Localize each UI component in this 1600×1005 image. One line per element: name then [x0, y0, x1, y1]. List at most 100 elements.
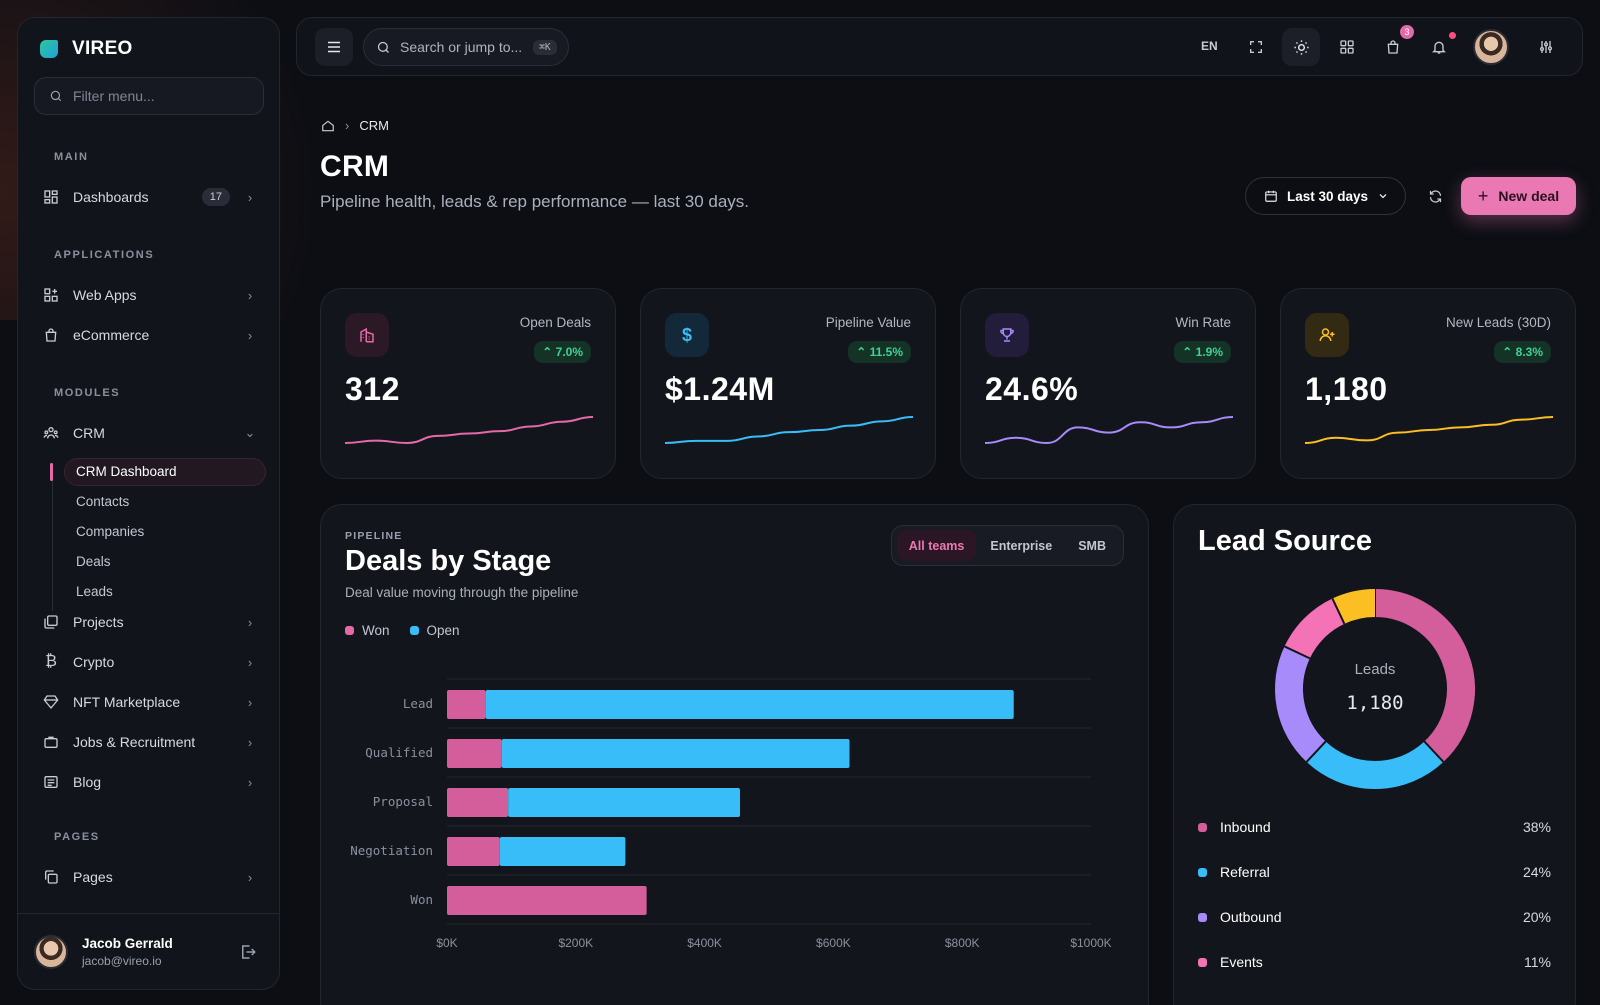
donut-slice-referral[interactable]	[1306, 741, 1444, 789]
sidebar-subitem-companies[interactable]: Companies	[76, 524, 145, 539]
lead-source-name: Events	[1220, 954, 1263, 970]
breadcrumb: › CRM	[321, 118, 389, 133]
language-selector[interactable]: EN	[1201, 39, 1218, 53]
deals-bar-chart: Lead Qualified Proposal Negotiation Won $0K $2…	[350, 678, 1111, 950]
bar-won[interactable]	[447, 837, 500, 866]
tab-all-teams[interactable]: All teams	[896, 530, 977, 561]
kpi-value: 1,180	[1305, 371, 1388, 407]
global-search-input[interactable]: Search or jump to... ⌘K	[363, 28, 569, 66]
logout-icon[interactable]	[239, 943, 257, 966]
user-avatar[interactable]	[1473, 29, 1509, 65]
kpi-value: $1.24M	[665, 371, 775, 407]
kpi-card-open-deals[interactable]: Open Deals ⌃ 7.0% 312	[320, 288, 616, 479]
sidebar-item-projects[interactable]: Projects ›	[42, 605, 256, 639]
kpi-label: Win Rate	[1175, 315, 1231, 330]
donut-center-value: 1,180	[1346, 692, 1404, 714]
home-icon[interactable]	[321, 119, 335, 133]
date-range-select[interactable]: Last 30 days	[1245, 177, 1406, 215]
tab-smb[interactable]: SMB	[1078, 538, 1106, 553]
x-tick-label: $800K	[945, 936, 980, 950]
sidebar-item-dashboards[interactable]: Dashboards 17 ›	[42, 180, 256, 214]
bar-open[interactable]	[499, 837, 626, 866]
kpi-value: 24.6%	[985, 371, 1079, 407]
new-deal-button[interactable]: + New deal	[1461, 177, 1576, 215]
sidebar-subitem-contacts[interactable]: Contacts	[76, 494, 130, 509]
lead-source-row-inbound[interactable]: Inbound 38%	[1198, 819, 1551, 835]
page-subtitle: Pipeline health, leads & rep performance…	[320, 192, 750, 211]
briefcase-icon	[42, 733, 60, 751]
sparkline-path	[345, 416, 593, 445]
bar-won[interactable]	[447, 739, 502, 768]
tab-enterprise[interactable]: Enterprise	[990, 538, 1053, 553]
user-profile[interactable]: Jacob Gerrald jacob@vireo.io	[18, 913, 279, 989]
sidebar: VIREO Filter menu... MAIN Dashboards 17 …	[17, 17, 280, 990]
sidebar-item-label: Crypto	[73, 654, 115, 670]
apps-button[interactable]	[1328, 28, 1366, 66]
bar-won[interactable]	[447, 886, 647, 915]
bell-icon	[1432, 41, 1446, 54]
lead-source-name: Inbound	[1220, 819, 1271, 835]
sidebar-subitem-deals[interactable]: Deals	[76, 554, 111, 569]
slice-divider	[1284, 645, 1311, 660]
lead-source-pct: 11%	[1524, 954, 1551, 970]
x-tick-label: $0K	[436, 936, 457, 950]
sparkline-open-deals	[345, 416, 593, 445]
donut-slice-inbound[interactable]	[1374, 589, 1475, 762]
legend-item-open[interactable]: Open	[409, 623, 460, 638]
chevron-right-icon: ›	[247, 327, 253, 343]
notifications-button[interactable]	[1420, 28, 1458, 66]
vireo-logo-icon	[40, 40, 58, 58]
users-icon	[42, 424, 60, 442]
sidebar-item-nft[interactable]: NFT Marketplace ›	[42, 685, 256, 719]
sidebar-item-crypto[interactable]: ₿ Crypto ›	[42, 645, 256, 679]
donut-slice-outbound[interactable]	[1275, 646, 1327, 762]
plus-icon: +	[1477, 185, 1489, 206]
sidebar-item-ecommerce[interactable]: eCommerce ›	[42, 318, 256, 352]
fullscreen-button[interactable]	[1237, 28, 1275, 66]
lead-source-row-outbound[interactable]: Outbound 20%	[1198, 909, 1551, 925]
cart-button[interactable]: 3	[1374, 25, 1414, 66]
sidebar-item-label: NFT Marketplace	[73, 694, 181, 710]
bar-open[interactable]	[501, 739, 850, 768]
bar-open[interactable]	[485, 690, 1014, 719]
kpi-delta: 1.9%	[1195, 345, 1223, 359]
bar-won[interactable]	[447, 690, 486, 719]
refresh-icon	[1429, 189, 1441, 203]
menu-toggle-button[interactable]	[315, 28, 353, 66]
bar-open[interactable]	[508, 788, 741, 817]
apps-grid-icon	[1340, 40, 1354, 54]
filter-menu-input[interactable]: Filter menu...	[34, 77, 264, 115]
donut-slice-other[interactable]	[1332, 589, 1376, 625]
chevron-right-icon: ›	[247, 734, 253, 750]
bar-won[interactable]	[447, 788, 509, 817]
bitcoin-icon: ₿	[45, 653, 57, 670]
sidebar-item-web-apps[interactable]: Web Apps ›	[42, 278, 256, 312]
theme-toggle-button[interactable]	[1282, 28, 1320, 66]
avatar	[34, 934, 68, 969]
legend-swatch	[409, 626, 419, 635]
legend-item-won[interactable]: Won	[345, 623, 390, 638]
lead-source-row-referral[interactable]: Referral 24%	[1198, 864, 1551, 880]
sidebar-item-label: eCommerce	[73, 327, 150, 343]
settings-button[interactable]	[1527, 28, 1565, 66]
legend-swatch	[1198, 822, 1207, 832]
lead-source-row-events[interactable]: Events 11%	[1198, 954, 1551, 970]
kpi-card-pipeline-value[interactable]: $ Pipeline Value ⌃ 11.5% $1.24M	[640, 288, 936, 479]
sidebar-item-jobs[interactable]: Jobs & Recruitment ›	[42, 725, 256, 759]
kpi-card-win-rate[interactable]: Win Rate ⌃ 1.9% 24.6%	[960, 288, 1256, 479]
sidebar-subitem-crm-dashboard[interactable]: CRM Dashboard	[76, 464, 177, 479]
donut-slice-events[interactable]	[1284, 598, 1345, 659]
card-title: Deals by Stage	[345, 545, 552, 577]
legend-swatch	[345, 626, 354, 635]
search-icon	[377, 41, 389, 53]
refresh-button[interactable]	[1420, 181, 1450, 211]
date-range-value: Last 30 days	[1287, 188, 1369, 204]
app-logo[interactable]: VIREO	[40, 38, 133, 60]
sidebar-subitem-leads[interactable]: Leads	[76, 584, 113, 599]
sidebar-item-crm[interactable]: CRM ⌄	[42, 416, 256, 450]
category-label: Negotiation	[350, 843, 433, 858]
section-main: MAIN	[54, 151, 89, 163]
sidebar-item-blog[interactable]: Blog ›	[42, 765, 256, 799]
sidebar-item-pages[interactable]: Pages ›	[42, 860, 256, 894]
kpi-card-new-leads[interactable]: New Leads (30D) ⌃ 8.3% 1,180	[1280, 288, 1576, 479]
